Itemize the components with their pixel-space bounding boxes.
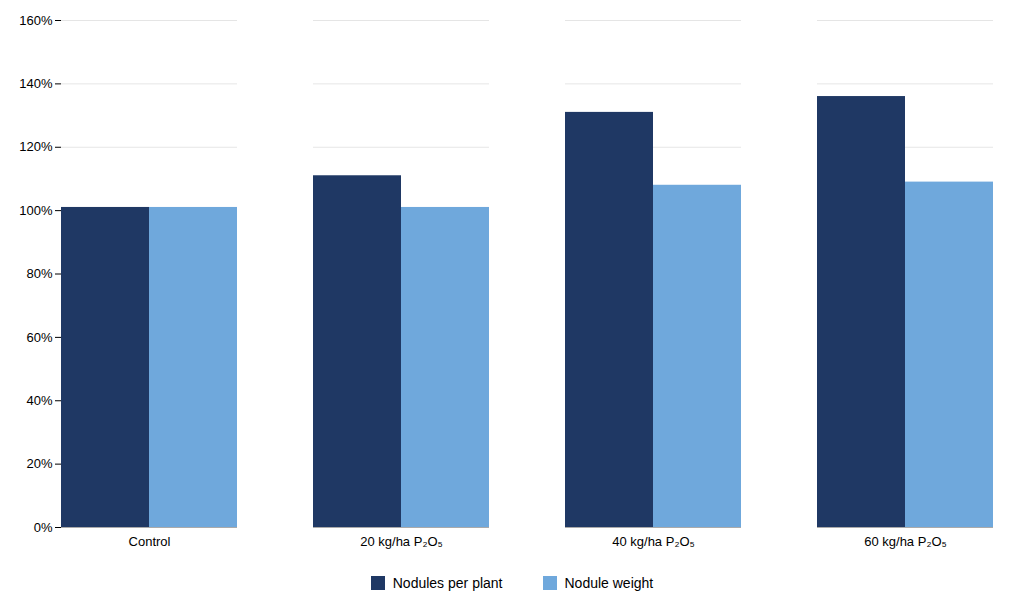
svg-text:60 kg/ha P₂O₅: 60 kg/ha P₂O₅ <box>864 534 947 549</box>
svg-text:160%: 160% <box>19 13 53 28</box>
svg-text:40%: 40% <box>26 393 52 408</box>
svg-text:0%: 0% <box>34 520 53 535</box>
svg-text:20%: 20% <box>26 456 52 471</box>
svg-text:80%: 80% <box>26 266 52 281</box>
svg-text:60%: 60% <box>26 330 52 345</box>
svg-text:20 kg/ha P₂O₅: 20 kg/ha P₂O₅ <box>360 534 443 549</box>
svg-text:140%: 140% <box>19 76 53 91</box>
svg-text:40 kg/ha P₂O₅: 40 kg/ha P₂O₅ <box>612 534 695 549</box>
svg-text:Control: Control <box>129 534 171 549</box>
svg-text:120%: 120% <box>19 139 53 154</box>
html-text:Nodules per plant: Nodules per plant <box>392 575 503 591</box>
html-text:Nodule weight: Nodule weight <box>564 575 654 591</box>
svg-text:100%: 100% <box>19 203 53 218</box>
